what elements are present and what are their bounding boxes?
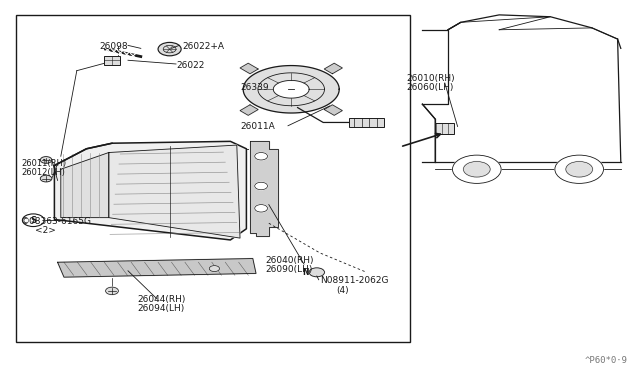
Circle shape xyxy=(209,266,220,272)
Text: 26010(RH): 26010(RH) xyxy=(406,74,455,83)
Circle shape xyxy=(40,157,52,163)
Polygon shape xyxy=(324,63,342,74)
Text: (4): (4) xyxy=(336,286,349,295)
Text: 26094(LH): 26094(LH) xyxy=(138,304,185,313)
Text: 26098: 26098 xyxy=(99,42,128,51)
Circle shape xyxy=(463,161,490,177)
Circle shape xyxy=(158,42,181,56)
Circle shape xyxy=(40,175,52,182)
Text: N: N xyxy=(302,268,308,277)
Circle shape xyxy=(255,205,268,212)
Text: N08911-2062G: N08911-2062G xyxy=(320,276,388,285)
Circle shape xyxy=(255,182,268,190)
Polygon shape xyxy=(58,259,256,277)
Text: 26011A: 26011A xyxy=(240,122,275,131)
Text: 26011(RH): 26011(RH) xyxy=(21,159,67,168)
Text: <2>: <2> xyxy=(35,226,56,235)
Text: ^P60*0·9: ^P60*0·9 xyxy=(584,356,627,365)
Text: 26040(RH): 26040(RH) xyxy=(266,256,314,265)
Circle shape xyxy=(22,214,44,227)
Bar xyxy=(435,123,454,134)
Text: 26012(LH): 26012(LH) xyxy=(21,169,65,177)
Bar xyxy=(349,118,384,127)
Polygon shape xyxy=(250,141,278,236)
Text: 26022: 26022 xyxy=(176,61,204,70)
Bar xyxy=(104,56,120,65)
Polygon shape xyxy=(324,105,342,115)
Polygon shape xyxy=(54,141,246,240)
Circle shape xyxy=(255,153,268,160)
Polygon shape xyxy=(109,145,240,238)
Text: 26090(LH): 26090(LH) xyxy=(266,265,313,274)
Text: S: S xyxy=(30,216,36,225)
Polygon shape xyxy=(422,30,621,171)
Circle shape xyxy=(106,287,118,295)
Circle shape xyxy=(452,155,501,183)
Text: 26044(RH): 26044(RH) xyxy=(138,295,186,304)
Circle shape xyxy=(566,161,593,177)
Polygon shape xyxy=(240,63,258,74)
Polygon shape xyxy=(61,153,109,218)
Text: 26022+A: 26022+A xyxy=(182,42,225,51)
Circle shape xyxy=(555,155,604,183)
Polygon shape xyxy=(240,105,258,115)
Bar xyxy=(16,15,410,342)
Text: ©08363-6165G: ©08363-6165G xyxy=(21,217,92,226)
Polygon shape xyxy=(243,65,339,113)
Circle shape xyxy=(309,268,324,277)
Text: 26339: 26339 xyxy=(240,83,269,92)
Text: 26060(LH): 26060(LH) xyxy=(406,83,454,92)
